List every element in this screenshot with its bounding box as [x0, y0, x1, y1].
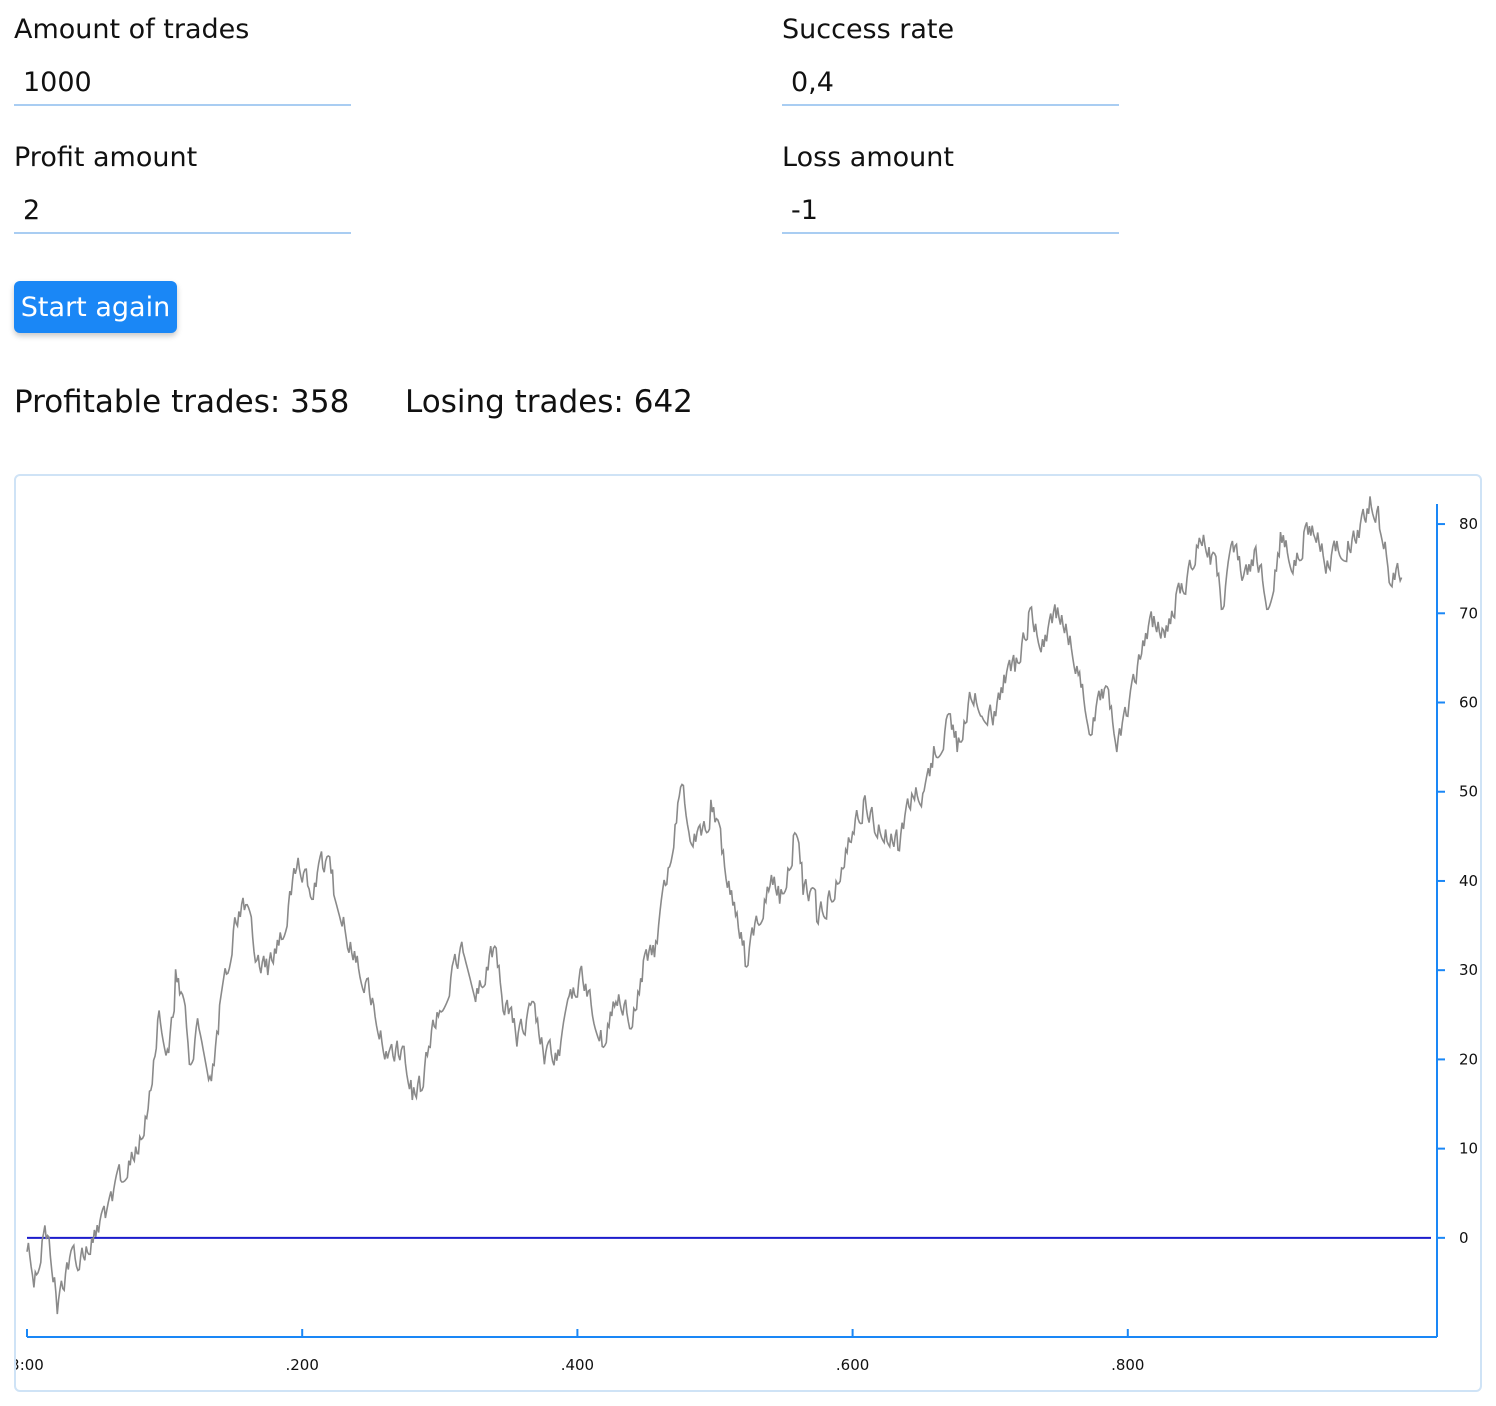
y-tick-label: 70	[1459, 604, 1478, 622]
x-tick-label: .600	[836, 1356, 869, 1374]
success-rate-label: Success rate	[782, 14, 955, 45]
x-tick-label: .400	[561, 1356, 594, 1374]
amount-of-trades-label: Amount of trades	[14, 14, 250, 45]
success-rate-field: Success rate	[782, 14, 1119, 106]
loss-amount-input[interactable]	[782, 188, 1119, 234]
start-again-button[interactable]: Start again	[14, 281, 177, 333]
loss-amount-field: Loss amount	[782, 142, 1119, 234]
profit-amount-label: Profit amount	[14, 142, 198, 173]
y-tick-label: 20	[1459, 1050, 1478, 1068]
x-tick-label: .200	[285, 1356, 318, 1374]
profit-amount-input[interactable]	[14, 188, 351, 234]
y-tick-label: 0	[1459, 1229, 1469, 1247]
y-tick-label: 50	[1459, 783, 1478, 801]
profit-amount-field: Profit amount	[14, 142, 351, 234]
equity-line	[26, 496, 1403, 1315]
y-tick-label: 80	[1459, 515, 1478, 533]
amount-of-trades-input[interactable]	[14, 60, 351, 106]
y-tick-label: 10	[1459, 1140, 1478, 1158]
y-tick-label: 60	[1459, 694, 1478, 712]
x-tick-label: .800	[1111, 1356, 1144, 1374]
success-rate-input[interactable]	[782, 60, 1119, 106]
profitable-trades-count: Profitable trades: 358	[14, 384, 350, 420]
amount-of-trades-field: Amount of trades	[14, 14, 351, 106]
equity-chart: 0 10 20 30 40 50 60 70 80 3:00 .200 .400 .600 .800	[14, 474, 1482, 1392]
y-tick-label: 40	[1459, 872, 1478, 890]
x-tick-label: 3:00	[16, 1356, 44, 1374]
loss-amount-label: Loss amount	[782, 142, 954, 173]
losing-trades-count: Losing trades: 642	[405, 384, 693, 420]
y-tick-label: 30	[1459, 961, 1478, 979]
equity-chart-svg: 0 10 20 30 40 50 60 70 80 3:00 .200 .400 .600 .800	[16, 496, 1478, 1374]
